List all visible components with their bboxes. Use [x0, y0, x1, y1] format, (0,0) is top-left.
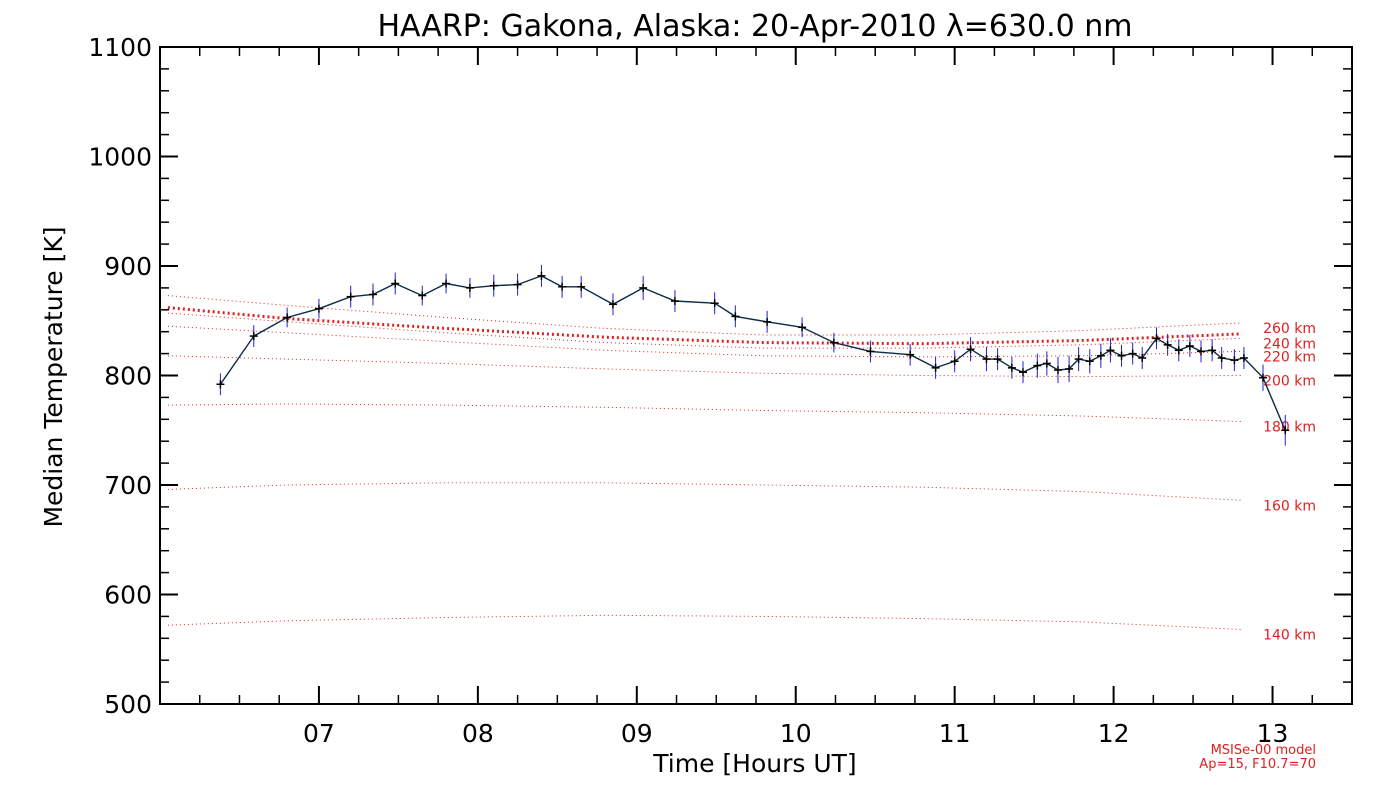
y-tick-label: 600	[104, 581, 152, 610]
y-tick-label: 1000	[88, 143, 152, 172]
data-point	[1096, 351, 1105, 360]
model-curve-220-km	[167, 325, 1241, 358]
model-curve-label: 180 km	[1263, 420, 1316, 436]
data-point	[513, 280, 522, 289]
model-name-note: MSISe-00 model	[1211, 743, 1316, 758]
y-tick-label: 900	[104, 252, 152, 281]
model-curve-label: 240 km	[1263, 336, 1316, 352]
data-point	[1174, 346, 1183, 355]
data-point	[639, 283, 648, 292]
data-point	[1152, 334, 1161, 343]
x-tick-label: 10	[780, 719, 812, 748]
data-point	[391, 279, 400, 288]
data-point	[1138, 353, 1147, 362]
data-point	[829, 338, 838, 347]
data-point	[1217, 353, 1226, 362]
y-tick-label: 700	[104, 471, 152, 500]
chart-title: HAARP: Gakona, Alaska: 20-Apr-2010 λ=630…	[377, 9, 1132, 44]
model-curve-200-km	[167, 355, 1241, 378]
model-curve-label: 160 km	[1263, 498, 1316, 514]
data-point	[1208, 346, 1217, 355]
data-point	[1085, 357, 1094, 366]
model-curve-160-km	[167, 482, 1241, 501]
data-point	[931, 363, 940, 372]
data-point	[906, 350, 915, 359]
x-axis-label: Time [Hours UT]	[652, 749, 856, 778]
data-point	[1074, 355, 1083, 364]
x-tick-label: 08	[462, 719, 494, 748]
model-curve-main	[167, 306, 1241, 346]
data-point	[763, 317, 772, 326]
data-point	[1163, 340, 1172, 349]
data-point	[1185, 341, 1194, 350]
data-point	[1281, 426, 1290, 435]
model-curve-label: 260 km	[1263, 321, 1316, 337]
data-point	[314, 304, 323, 313]
data-point	[442, 279, 451, 288]
y-axis-label: Median Temperature [K]	[39, 226, 68, 527]
x-tick-label: 12	[1098, 719, 1130, 748]
data-point	[798, 323, 807, 332]
data-point	[866, 347, 875, 356]
x-tick-label: 13	[1257, 719, 1289, 748]
data-point	[1230, 356, 1239, 365]
data-point	[710, 299, 719, 308]
measurement-series	[216, 264, 1290, 446]
data-point	[1007, 363, 1016, 372]
data-point	[465, 283, 474, 292]
data-point	[558, 282, 567, 291]
model-curve-label: 200 km	[1263, 374, 1316, 390]
x-tick-label: 07	[303, 719, 335, 748]
data-point	[1053, 366, 1062, 375]
data-point	[1239, 353, 1248, 362]
data-point	[1258, 373, 1267, 382]
x-tick-label: 11	[939, 719, 971, 748]
data-point	[249, 332, 258, 341]
model-curve-140-km	[167, 614, 1241, 630]
data-point	[346, 292, 355, 301]
data-point	[418, 291, 427, 300]
data-point	[1033, 361, 1042, 370]
data-point	[1019, 368, 1028, 377]
data-point	[1128, 349, 1137, 358]
data-point	[1106, 346, 1115, 355]
data-point	[1042, 359, 1051, 368]
data-point	[1065, 364, 1074, 373]
data-point	[1117, 351, 1126, 360]
data-point	[216, 380, 225, 389]
model-curve-label: 140 km	[1263, 628, 1316, 644]
model-curve-label: 220 km	[1263, 349, 1316, 365]
data-point	[577, 282, 586, 291]
model-curve-260-km	[167, 295, 1241, 336]
data-point	[982, 355, 991, 364]
axes: 500 600 700 800 900 1000 1100 07 08 09 10 11 12 13	[88, 33, 1353, 748]
y-tick-label: 1100	[88, 33, 152, 62]
data-point	[1197, 347, 1206, 356]
data-point	[670, 297, 679, 306]
data-point	[950, 357, 959, 366]
data-point	[731, 312, 740, 321]
measurement-line	[219, 275, 1286, 431]
model-curve-240-km	[167, 312, 1241, 349]
y-tick-label: 500	[104, 690, 152, 719]
data-point	[537, 271, 546, 280]
x-tick-label: 09	[621, 719, 653, 748]
data-point	[283, 313, 292, 322]
plot-frame	[159, 46, 1353, 705]
data-point	[368, 290, 377, 299]
data-point	[966, 345, 975, 354]
model-curve-180-km	[167, 403, 1241, 422]
y-tick-label: 800	[104, 362, 152, 391]
data-point	[993, 355, 1002, 364]
model-params-note: Ap=15, F10.7=70	[1199, 757, 1316, 772]
data-point	[608, 300, 617, 309]
data-point	[489, 281, 498, 290]
